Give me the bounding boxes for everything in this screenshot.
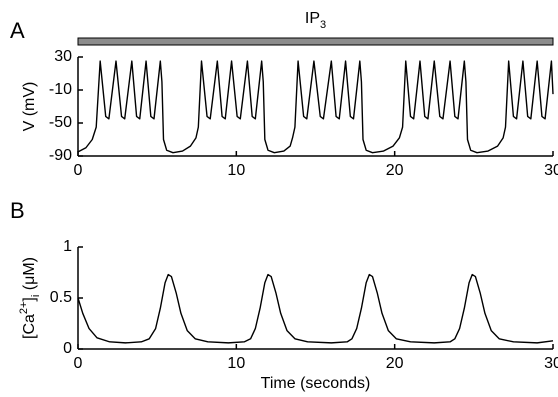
y-tick-label: 0.5 <box>50 289 72 306</box>
x-tick-label: 20 <box>386 162 404 179</box>
label-part: IP <box>305 10 320 27</box>
ip3-label: IP3 <box>305 10 326 31</box>
y-tick-label: 0 <box>63 340 72 357</box>
y-tick-label: -10 <box>49 81 72 98</box>
y-tick-label: -50 <box>49 114 72 131</box>
panel-label: B <box>10 198 25 223</box>
x-tick-label: 0 <box>74 355 83 372</box>
x-tick-label: 10 <box>227 162 245 179</box>
y-tick-label: -90 <box>49 147 72 164</box>
label-part: 3 <box>320 19 326 31</box>
x-axis-label: Time (seconds) <box>261 375 371 392</box>
panel-label: A <box>10 18 25 43</box>
label-part: [Ca <box>21 314 38 339</box>
y-tick-label: 1 <box>63 238 72 255</box>
x-tick-label: 30 <box>544 355 558 372</box>
y-axis-label: [Ca2+]i (μM) <box>18 257 42 339</box>
data-line <box>77 273 554 344</box>
label-part: (μM) <box>21 257 38 295</box>
x-tick-label: 30 <box>544 162 558 179</box>
x-tick-label: 0 <box>74 162 83 179</box>
y-axis-label: V (mV) <box>21 82 38 132</box>
y-tick-label: 30 <box>54 48 72 65</box>
data-line <box>77 60 554 154</box>
label-part: 2+ <box>18 302 30 315</box>
label-part: ] <box>21 297 38 301</box>
ip3-bar <box>77 37 554 46</box>
x-tick-label: 10 <box>227 355 245 372</box>
label-part: i <box>30 295 42 297</box>
x-tick-label: 20 <box>386 355 404 372</box>
